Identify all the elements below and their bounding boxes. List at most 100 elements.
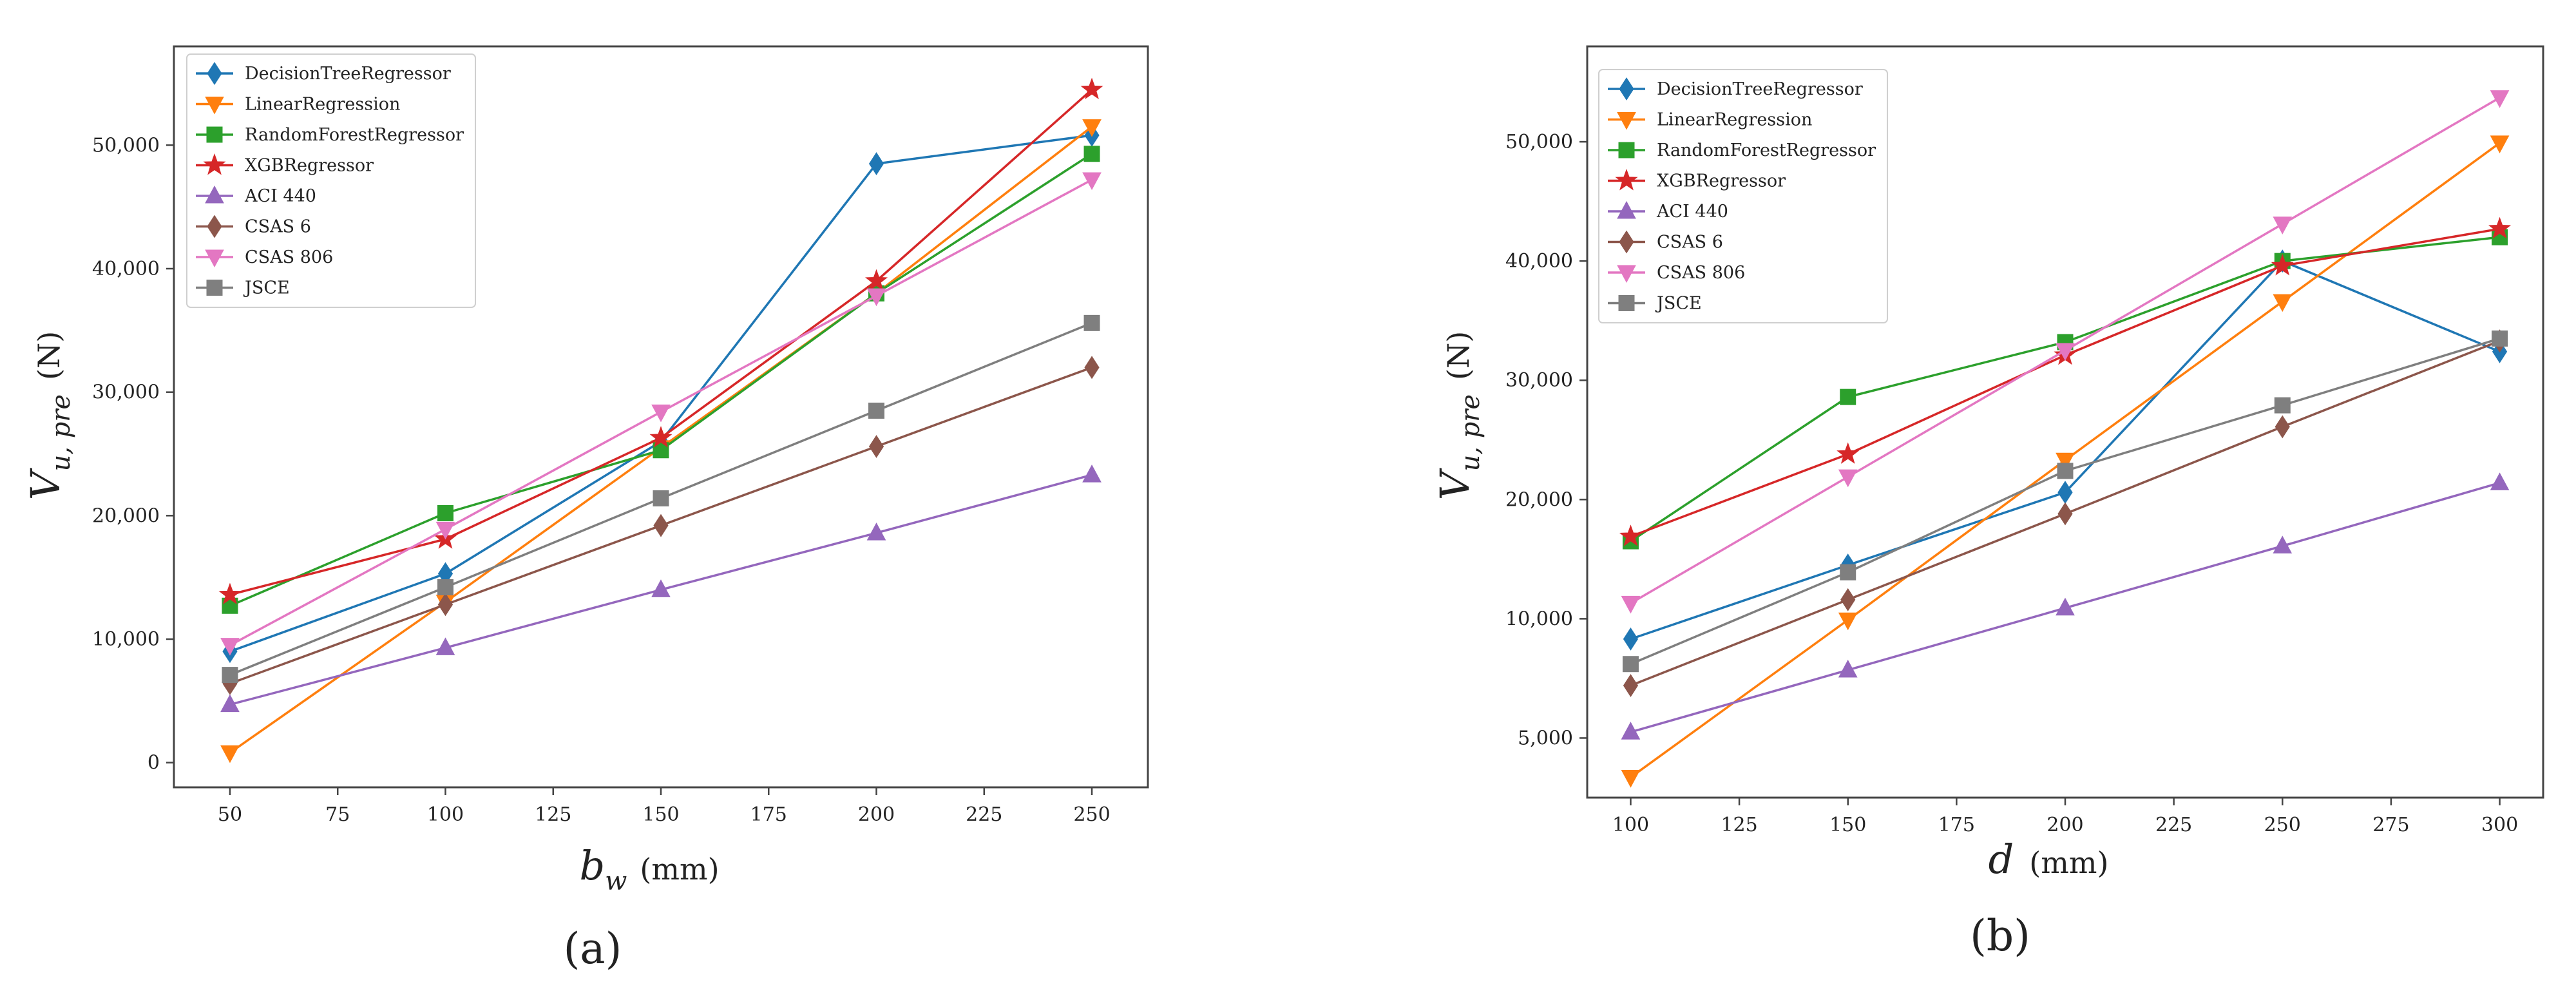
x-tick-label: 225: [2155, 814, 2192, 836]
legend-swatch-marker: [1615, 169, 1638, 191]
data-point-randomforestregressor: [1083, 146, 1100, 162]
data-point-aci-440: [1082, 465, 1102, 483]
legend-item-decisiontreeregressor: DecisionTreeRegressor: [1608, 77, 1863, 101]
data-point-jsce: [437, 579, 453, 595]
legend-item-randomforestregressor: RandomForestRegressor: [196, 125, 464, 145]
data-point-decisiontreeregressor: [1623, 627, 1639, 651]
x-axis-title: d (mm): [1989, 836, 2109, 883]
y-tick-label: 40,000: [1505, 250, 1573, 273]
x-tick-label: 175: [1938, 814, 1975, 836]
series-linearregression: [1621, 135, 2510, 788]
legend-swatch-marker: [1618, 295, 1635, 311]
y-axis-title-subscript: u, pre: [1456, 394, 1485, 472]
data-point-csas-6: [2057, 502, 2073, 526]
legend-swatch-marker: [1618, 142, 1635, 158]
data-point-aci-440: [2273, 535, 2293, 553]
legend-swatch-marker: [206, 280, 223, 296]
legend-label: LinearRegression: [245, 95, 400, 115]
series-jsce: [1622, 330, 2508, 673]
legend-swatch-marker: [207, 215, 222, 238]
legend-label: CSAS 806: [245, 247, 333, 267]
data-point-aci-440: [435, 637, 455, 655]
data-point-jsce: [2274, 397, 2291, 414]
legend-label: CSAS 6: [245, 217, 311, 237]
data-point-jsce: [1083, 314, 1100, 331]
data-point-jsce: [868, 402, 885, 419]
data-point-xgbregressor: [864, 269, 888, 291]
x-tick-label: 275: [2372, 814, 2409, 836]
x-tick-label: 200: [2046, 814, 2083, 836]
legend-item-xgbregressor: XGBRegressor: [1608, 169, 1786, 191]
x-axis-title-symbol: d: [1989, 836, 2014, 883]
panel-label: (b): [1970, 911, 2030, 961]
data-point-csas-6: [2275, 415, 2290, 439]
data-point-csas-6: [1084, 356, 1100, 379]
data-point-decisiontreeregressor: [868, 152, 884, 176]
x-tick-label: 125: [535, 803, 571, 826]
legend-item-aci-440: ACI 440: [1608, 200, 1728, 222]
x-tick-label: 225: [966, 803, 1002, 826]
y-tick-label: 30,000: [1505, 369, 1573, 392]
x-tick-label: 75: [325, 803, 350, 826]
legend-item-csas-806: CSAS 806: [1608, 263, 1745, 283]
data-point-aci-440: [2056, 597, 2075, 616]
legend-swatch-marker: [203, 153, 226, 175]
data-point-csas-806: [1838, 469, 1858, 488]
x-axis-title-unit: (mm): [2029, 845, 2108, 880]
y-tick-label: 20,000: [92, 504, 160, 527]
x-tick-label: 150: [642, 803, 679, 826]
legend-swatch-marker: [1619, 230, 1634, 254]
legend-item-aci-440: ACI 440: [196, 185, 316, 206]
data-point-csas-806: [2273, 216, 2293, 235]
data-point-csas-6: [1623, 674, 1639, 697]
legend-item-linearregression: LinearRegression: [196, 95, 400, 115]
data-point-csas-6: [437, 593, 453, 617]
legend-label: RandomForestRegressor: [1657, 140, 1876, 160]
series-csas-806: [220, 172, 1102, 656]
y-axis-title-subscript: u, pre: [46, 394, 76, 472]
data-point-xgbregressor: [2271, 254, 2294, 276]
legend-box: [186, 53, 476, 308]
data-point-aci-440: [1838, 659, 1858, 678]
y-axis-title-symbol: V: [1431, 467, 1478, 500]
data-point-linearregression: [1838, 612, 1858, 631]
data-point-aci-440: [220, 694, 240, 713]
data-point-xgbregressor: [1619, 524, 1643, 546]
legend-label: XGBRegressor: [1657, 171, 1786, 191]
legend-label: JSCE: [243, 278, 290, 298]
legend-label: JSCE: [1655, 294, 1702, 314]
data-point-csas-806: [1621, 595, 1641, 614]
data-point-xgbregressor: [1837, 442, 1860, 464]
data-point-csas-6: [868, 435, 884, 458]
series-aci-440: [220, 465, 1102, 713]
data-point-csas-806: [1082, 172, 1102, 191]
y-axis-title: Vu, pre (N): [1431, 331, 1485, 501]
x-tick-label: 200: [858, 803, 895, 826]
x-axis-title-symbol: b: [579, 842, 605, 889]
data-point-csas-806: [2056, 343, 2075, 361]
data-point-jsce: [1622, 656, 1639, 673]
data-point-jsce: [2492, 330, 2508, 347]
legend-label: CSAS 6: [1657, 233, 1723, 253]
data-point-jsce: [653, 490, 669, 506]
x-tick-label: 150: [1829, 814, 1866, 836]
data-point-csas-6: [1840, 588, 1856, 611]
panel-label: (a): [564, 924, 622, 974]
data-point-csas-806: [866, 288, 886, 307]
y-tick-label: 40,000: [92, 258, 160, 280]
data-point-linearregression: [220, 745, 240, 763]
y-tick-label: 20,000: [1505, 488, 1573, 511]
x-axis-title: bw (mm): [579, 842, 719, 896]
data-point-randomforestregressor: [1840, 389, 1856, 405]
x-tick-label: 50: [218, 803, 242, 826]
x-axis-title-subscript: w: [605, 867, 627, 896]
x-tick-label: 125: [1721, 814, 1757, 836]
legend-item-csas-6: CSAS 6: [196, 215, 311, 238]
legend-item-csas-806: CSAS 806: [196, 247, 333, 268]
legend-item-jsce: JSCE: [196, 278, 290, 298]
y-tick-label: 30,000: [92, 381, 160, 404]
series-jsce: [222, 314, 1100, 684]
data-point-xgbregressor: [649, 426, 673, 448]
legend-label: XGBRegressor: [245, 156, 374, 176]
